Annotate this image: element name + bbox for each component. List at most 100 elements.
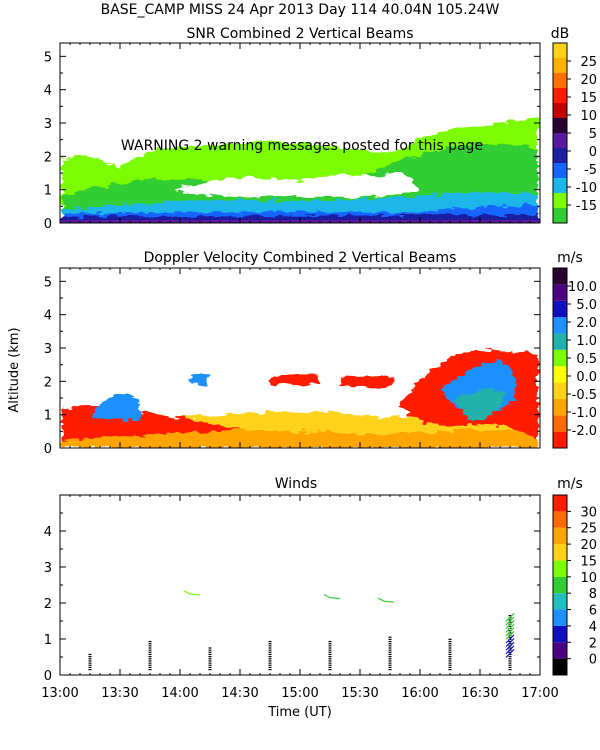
colorbar-tick-label: 8: [589, 587, 597, 602]
altitude-axis-label: Altitude (km): [7, 327, 22, 412]
y-tick-label: 4: [44, 525, 52, 540]
y-tick-label: 4: [44, 84, 52, 99]
velocity-patch-red: [270, 374, 320, 386]
colorbar-swatch: [553, 576, 567, 594]
colorbar-swatch: [553, 625, 567, 643]
colorbar-swatch: [553, 268, 567, 285]
colorbar-tick-label: -2.0: [572, 424, 597, 439]
x-tick-label: 16:30: [461, 686, 498, 701]
y-tick-label: 3: [44, 342, 52, 357]
x-tick-label: 13:00: [41, 686, 78, 701]
colorbar-swatch: [553, 148, 567, 163]
colorbar-swatch: [553, 193, 567, 208]
colorbar-tick-label: 10.0: [568, 280, 597, 295]
colorbar-swatch: [553, 544, 567, 561]
y-tick-label: 1: [44, 409, 52, 424]
colorbar-swatch: [553, 609, 567, 626]
colorbar-swatch: [553, 593, 567, 610]
wind-barb-strong: [505, 616, 515, 626]
colorbar-tick-label: 5.0: [576, 298, 597, 313]
snr-gap: [175, 171, 420, 198]
colorbar-swatch: [553, 178, 567, 193]
wind-barb-strong: [505, 612, 515, 622]
time-axis-label: Time (UT): [267, 705, 332, 720]
velocity-colorbar: 10.0 5.0 2.0 1.0 0.5 0.0 -0.5 -1.0 -2.0: [552, 267, 597, 449]
colorbar-tick-label: -0.5: [572, 388, 597, 403]
colorbar-swatch: [553, 43, 567, 58]
snr-heatmap: [60, 118, 540, 223]
winds-panel-title: Winds: [275, 476, 317, 492]
colorbar-swatch: [553, 300, 567, 318]
colorbar-swatch: [553, 317, 567, 334]
colorbar-tick-label: 15: [580, 554, 597, 569]
velocity-x-axis: [59, 268, 541, 448]
colorbar-swatch: [553, 366, 567, 383]
colorbar-swatch: [553, 511, 567, 528]
snr-colorbar: 25 20 15 10 5 0 -5 -10 -15: [552, 42, 597, 224]
y-tick-label: 4: [44, 309, 52, 324]
velocity-colorbar-unit: m/s: [557, 250, 583, 266]
colorbar-frame: [552, 494, 568, 676]
winds-colorbar-unit: m/s: [557, 476, 583, 492]
snr-panel-title: SNR Combined 2 Vertical Beams: [186, 26, 413, 42]
x-tick-label: 15:30: [341, 686, 378, 701]
wind-barb-strong: [505, 623, 515, 633]
y-tick-label: 2: [44, 597, 52, 612]
colorbar-swatch: [553, 103, 567, 118]
velocity-low-layer-b: [62, 423, 538, 448]
y-tick-label: 3: [44, 117, 52, 132]
colorbar-tick-label: 0: [589, 145, 597, 160]
y-tick-label: 0: [44, 442, 52, 457]
colorbar-tick-label: 25: [580, 55, 597, 70]
colorbar-tick-label: 10: [580, 109, 597, 124]
colorbar-tick-label: 30: [580, 505, 597, 520]
colorbar-tick-label: 25: [580, 522, 597, 537]
wind-barb-strong: [505, 638, 515, 648]
snr-colorbar-unit: dB: [551, 26, 570, 42]
colorbar-tick-label: 4: [589, 620, 597, 635]
colorbar-swatch: [553, 163, 567, 178]
colorbar-swatch: [553, 658, 567, 675]
colorbar-swatch: [553, 527, 567, 545]
colorbar-tick-label: 10: [580, 571, 597, 586]
colorbar-swatch: [553, 73, 567, 88]
colorbar-swatch: [553, 133, 567, 148]
colorbar-swatch: [553, 415, 567, 432]
colorbar-tick-label: 6: [589, 604, 597, 619]
y-tick-label: 1: [44, 184, 52, 199]
colorbar-tick-label: 2.0: [576, 316, 597, 331]
colorbar-tick-label: -1.0: [572, 406, 597, 421]
velocity-patch-red-b: [340, 375, 395, 387]
winds-y-axis: 0 1 2 3 4: [44, 512, 540, 684]
colorbar-swatch: [553, 333, 567, 350]
colorbar-tick-label: 20: [580, 73, 597, 88]
figure-title: BASE_CAMP MISS 24 Apr 2013 Day 114 40.04…: [101, 2, 500, 18]
colorbar-swatch: [553, 88, 567, 103]
colorbar-tick-label: 15: [580, 91, 597, 106]
colorbar-tick-label: 1.0: [576, 334, 597, 349]
colorbar-swatch: [553, 431, 567, 448]
colorbar-swatch: [553, 398, 567, 416]
y-tick-label: 0: [44, 669, 52, 684]
wind-barb-high: [323, 594, 341, 600]
x-tick-label: 14:30: [221, 686, 258, 701]
colorbar-tick-label: 20: [580, 538, 597, 553]
wind-barb-strong: [505, 645, 515, 655]
colorbar-swatch: [553, 208, 567, 223]
warning-message: WARNING 2 warning messages posted for th…: [121, 138, 483, 154]
y-tick-label: 3: [44, 561, 52, 576]
colorbar-tick-label: 5: [589, 127, 597, 142]
colorbar-swatch: [553, 118, 567, 133]
x-tick-label: 15:00: [281, 686, 318, 701]
colorbar-swatch: [553, 560, 567, 577]
velocity-heatmap: [62, 350, 538, 448]
wind-barb-high: [377, 597, 395, 603]
wind-barb-strong: [505, 641, 515, 651]
wind-barb-strong: [505, 620, 515, 630]
velocity-patch-blue-b: [188, 372, 210, 386]
x-tick-label: 16:00: [401, 686, 438, 701]
wind-barb-strong: [505, 630, 515, 640]
snr-x-axis: [59, 43, 541, 223]
velocity-cell-teal: [455, 389, 505, 420]
